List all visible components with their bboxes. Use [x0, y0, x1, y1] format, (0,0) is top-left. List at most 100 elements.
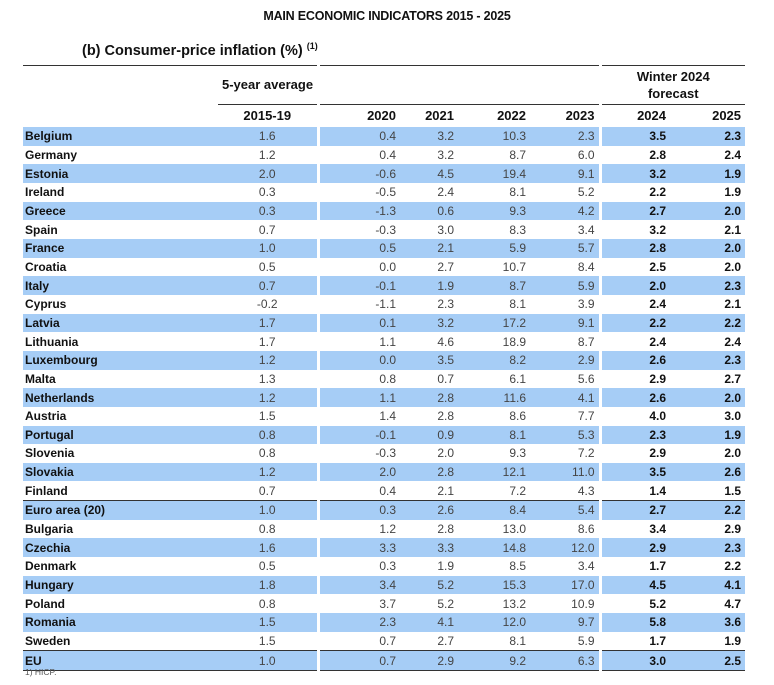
- cell-forecast: 2.7: [724, 371, 742, 386]
- cell-value: 13.0: [502, 522, 526, 537]
- table-row: Spain 0.7 -0.3 3.0 8.3 3.4 3.2 2.1: [23, 220, 745, 239]
- cell-avg: 0.8: [258, 522, 276, 537]
- table-row: Ireland 0.3 -0.5 2.4 8.1 5.2 2.2 1.9: [23, 182, 745, 202]
- cell-forecast: 2.9: [598, 538, 670, 558]
- table-row: Malta 1.3 0.8 0.7 6.1 5.6 2.9 2.7: [23, 369, 745, 389]
- country-name: Estonia: [23, 164, 218, 183]
- cell-forecast: 2.3: [670, 276, 746, 295]
- cell-value: 0.7: [316, 631, 400, 651]
- country-name: Latvia: [23, 313, 218, 333]
- cell-forecast: 1.4: [598, 481, 670, 501]
- cell-value: 8.6: [509, 409, 526, 424]
- cell-forecast: 2.4: [724, 334, 742, 349]
- cell-avg: 1.7: [218, 313, 318, 333]
- cell-value: 5.2: [400, 575, 458, 595]
- column-header-2024: 2024: [598, 104, 670, 127]
- cell-avg: 1.6: [218, 127, 318, 146]
- cell-value: 9.7: [530, 613, 600, 632]
- cell-forecast: 2.0: [670, 201, 746, 221]
- cell-value: 8.7: [509, 147, 526, 162]
- cell-avg: 1.5: [258, 634, 276, 649]
- cell-value: -0.3: [316, 444, 400, 463]
- cell-avg: 0.3: [258, 185, 276, 200]
- cell-forecast: 2.8: [598, 238, 670, 258]
- table-row: Greece 0.3 -1.3 0.6 9.3 4.2 2.7 2.0: [23, 201, 746, 221]
- cell-value: 8.5: [509, 559, 526, 574]
- country-name: Malta: [25, 371, 56, 386]
- cell-forecast: 2.5: [598, 257, 670, 277]
- table-row: Slovenia 0.8 -0.3 2.0 9.3 7.2 2.9 2.0: [23, 444, 745, 463]
- table-row: Lithuania 1.7 1.1 4.6 18.9 8.7 2.4 2.4: [23, 332, 745, 351]
- cell-forecast: 3.0: [598, 650, 670, 672]
- cell-value: 9.3: [458, 201, 530, 221]
- cell-forecast: 1.9: [670, 425, 746, 445]
- cell-forecast: 2.5: [670, 650, 746, 672]
- column-header-2020: 2020: [316, 104, 400, 127]
- cell-value: 0.4: [316, 145, 400, 165]
- cell-value: 17.2: [458, 313, 530, 333]
- cell-value: 8.1: [509, 634, 526, 649]
- cell-avg: 1.2: [218, 462, 318, 482]
- cell-forecast: 1.5: [724, 483, 742, 498]
- table-row: Italy 0.7 -0.1 1.9 8.7 5.9 2.0 2.3: [23, 276, 746, 295]
- table-row: Croatia 0.5 0.0 2.7 10.7 8.4 2.5 2.0: [23, 257, 745, 277]
- cell-value: -0.1: [316, 276, 400, 295]
- cell-forecast: 2.2: [598, 313, 670, 333]
- country-name: Ireland: [25, 185, 65, 200]
- country-name: Croatia: [25, 259, 67, 274]
- cell-avg: 0.8: [258, 596, 276, 611]
- cell-forecast: 2.0: [670, 388, 746, 407]
- cell-value: 8.1: [509, 185, 526, 200]
- cell-value: 6.1: [509, 371, 526, 386]
- cell-avg: 1.5: [258, 409, 276, 424]
- cell-value: 7.2: [509, 483, 526, 498]
- country-name: EU: [23, 650, 218, 672]
- country-name: Romania: [23, 613, 218, 632]
- cell-value: 2.0: [437, 446, 454, 461]
- cell-value: 5.2: [577, 185, 595, 200]
- cell-avg: 0.8: [218, 425, 318, 445]
- cell-forecast: 2.8: [598, 145, 670, 165]
- country-name: Germany: [25, 147, 78, 162]
- cell-value: 8.6: [577, 522, 595, 537]
- cell-value: -1.1: [316, 294, 400, 314]
- cell-forecast: 2.4: [724, 147, 742, 162]
- cell-avg: 1.0: [218, 650, 318, 672]
- country-name: Euro area (20): [23, 500, 218, 520]
- country-name: Cyprus: [25, 297, 67, 312]
- cell-value: 17.0: [530, 575, 600, 595]
- cell-forecast: 2.3: [670, 350, 746, 370]
- cell-avg: 1.2: [258, 147, 276, 162]
- cell-avg: 1.7: [258, 334, 276, 349]
- cell-value: 8.4: [458, 500, 530, 520]
- cell-value: 2.3: [530, 127, 600, 146]
- country-name: Italy: [23, 276, 218, 295]
- cell-avg: 0.7: [258, 483, 276, 498]
- cell-value: 3.2: [437, 147, 454, 162]
- cell-value: 2.8: [437, 522, 454, 537]
- cell-avg: 0.3: [218, 201, 318, 221]
- country-name: Luxembourg: [23, 350, 218, 370]
- cell-forecast: 2.6: [670, 462, 746, 482]
- cell-value: 3.0: [437, 222, 454, 237]
- cell-value: 11.0: [530, 462, 600, 482]
- cell-value: 3.2: [400, 313, 458, 333]
- cell-value: 4.1: [530, 388, 600, 407]
- page-title: MAIN ECONOMIC INDICATORS 2015 - 2025: [263, 9, 511, 23]
- cell-value: 4.3: [577, 483, 595, 498]
- cell-avg: 1.3: [258, 371, 276, 386]
- cell-forecast: 2.7: [598, 500, 670, 520]
- subtitle-text: (b) Consumer-price inflation (%): [82, 42, 303, 59]
- cell-forecast: 2.1: [724, 222, 742, 237]
- cell-value: 9.3: [509, 446, 526, 461]
- cell-value: 2.7: [437, 259, 454, 274]
- cell-forecast: 2.6: [598, 350, 670, 370]
- cell-forecast: 2.0: [724, 259, 742, 274]
- cell-avg: 0.7: [218, 276, 318, 295]
- cell-value: 3.5: [400, 350, 458, 370]
- table-row: Czechia 1.6 3.3 3.3 14.8 12.0 2.9 2.3: [23, 538, 746, 558]
- cell-value: -0.1: [316, 425, 400, 445]
- cell-forecast: 2.0: [598, 276, 670, 295]
- table-row: Hungary 1.8 3.4 5.2 15.3 17.0 4.5 4.1: [23, 575, 746, 595]
- cell-value: 12.0: [458, 613, 530, 632]
